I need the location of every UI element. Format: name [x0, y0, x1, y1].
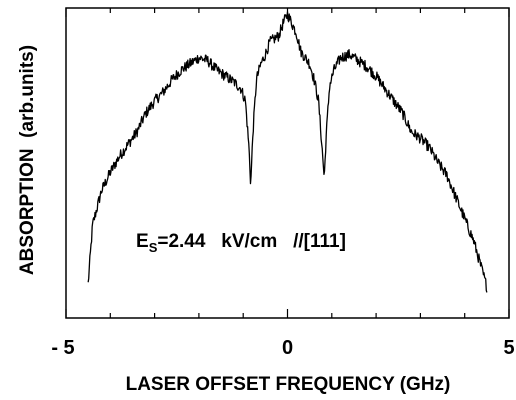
annotation-text: =2.44 kV/cm //[111]	[157, 231, 346, 252]
annotation-field: ES=2.44 kV/cm //[111]	[136, 231, 346, 255]
x-tick-label: 5	[503, 337, 514, 359]
y-axis-label: ABSORPTION (arb.units)	[17, 45, 38, 275]
annotation-subscript: S	[149, 240, 158, 255]
x-tick-label: - 5	[51, 337, 74, 359]
x-tick-labels: - 5 0 5	[51, 337, 514, 359]
x-tick-label: 0	[282, 337, 293, 359]
annotation-prefix: E	[136, 231, 149, 252]
plot-frame	[65, 7, 510, 319]
axes	[65, 7, 510, 319]
absorption-trace	[87, 11, 488, 293]
x-axis-label: LASER OFFSET FREQUENCY (GHz)	[126, 374, 451, 395]
